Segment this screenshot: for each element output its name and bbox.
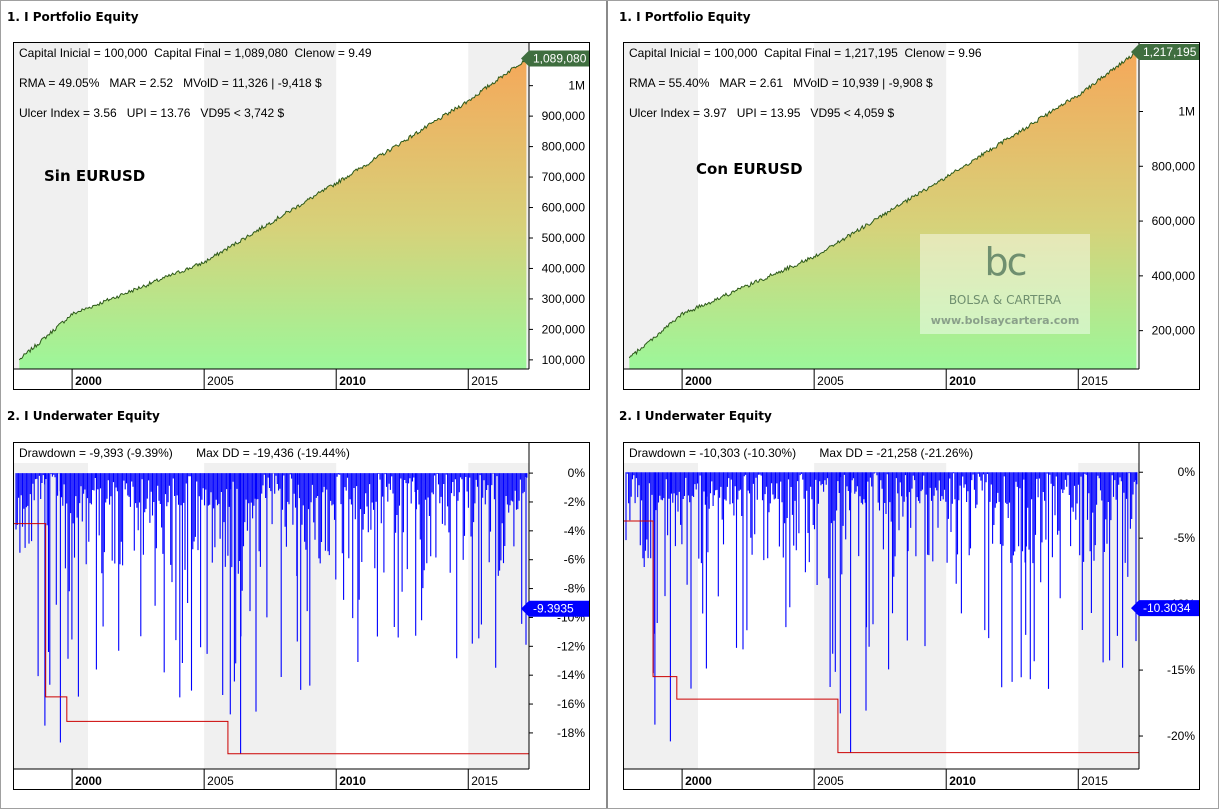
x-tick-label: 2005 bbox=[207, 774, 234, 788]
y-tick-label: 500,000 bbox=[542, 231, 586, 245]
underwater-plot-area[interactable]: 20002005201020150%-5%-10%-15%-20%-10.303… bbox=[623, 442, 1200, 790]
y-tick-label: 700,000 bbox=[542, 170, 586, 184]
svg-text:-10.3034: -10.3034 bbox=[1143, 601, 1191, 615]
svg-text:-9.3935: -9.3935 bbox=[533, 602, 574, 616]
y-tick-label: 800,000 bbox=[542, 140, 586, 154]
equity-area bbox=[629, 52, 1137, 369]
stats-line-1: Capital Inicial = 100,000 Capital Final … bbox=[19, 46, 372, 60]
year-band bbox=[624, 463, 698, 769]
y-tick-label: 1M bbox=[568, 79, 585, 93]
x-tick-label: 2005 bbox=[207, 374, 234, 388]
x-tick-label: 2000 bbox=[685, 374, 712, 388]
x-tick-label: 2015 bbox=[471, 774, 498, 788]
underwater-chart: 2000 2005 2010 20150%-2%-4%-6%-8%-10%-12%-1… bbox=[14, 443, 589, 789]
equity-plot-area[interactable]: 2000 2005 2010 2015 100,000 200,000 300,000 400… bbox=[13, 42, 590, 390]
y-tick-label: -14% bbox=[557, 668, 585, 682]
y-tick-label: -2% bbox=[564, 495, 586, 509]
y-tick-label: -8% bbox=[564, 582, 586, 596]
last-value-badge: 1,089,080 bbox=[521, 50, 589, 67]
equity-area bbox=[19, 58, 527, 369]
y-tick-label: -15% bbox=[1167, 663, 1195, 677]
y-tick-label: 200,000 bbox=[1152, 324, 1196, 338]
x-tick-label: 2005 bbox=[817, 374, 844, 388]
panel-divider bbox=[606, 0, 608, 809]
y-tick-label: 600,000 bbox=[542, 201, 586, 215]
x-tick-label: 2010 bbox=[949, 374, 976, 388]
left-panel: 1. I Portfolio Equity 2000 2005 2010 2015 10… bbox=[0, 0, 607, 809]
equity-pane-title: 1. I Portfolio Equity bbox=[619, 10, 751, 24]
max-dd-line bbox=[624, 520, 1139, 754]
equity-chart: 2000 2005 2010 2015 200,000 400,000 600,000 800… bbox=[624, 43, 1199, 389]
y-tick-label: -5% bbox=[1174, 531, 1196, 545]
y-tick-label: 1M bbox=[1178, 104, 1195, 118]
drawdown-bars bbox=[15, 473, 528, 754]
y-tick-label: 300,000 bbox=[542, 292, 586, 306]
x-tick-label: 2015 bbox=[471, 374, 498, 388]
y-tick-label: -6% bbox=[564, 553, 586, 567]
last-value-badge: 1,217,195 bbox=[1131, 43, 1199, 60]
y-tick-label: -20% bbox=[1167, 729, 1195, 743]
equity-chart: 2000 2005 2010 2015 100,000 200,000 300,000 400… bbox=[14, 43, 589, 389]
stats-line-3: Ulcer Index = 3.56 UPI = 13.76 VD95 < 3,… bbox=[19, 106, 285, 120]
stats-line-3: Ulcer Index = 3.97 UPI = 13.95 VD95 < 4,… bbox=[629, 106, 895, 120]
equity-pane-title: 1. I Portfolio Equity bbox=[7, 10, 139, 24]
y-tick-label: 0% bbox=[568, 466, 586, 480]
equity-line bbox=[628, 51, 1137, 359]
x-tick-label: 2015 bbox=[1081, 374, 1108, 388]
watermark-url: www.bolsaycartera.com bbox=[930, 314, 1080, 327]
watermark-name: BOLSA & CARTERA bbox=[948, 293, 1062, 307]
svg-text:1,217,195: 1,217,195 bbox=[1143, 45, 1197, 59]
last-value-badge: -10.3034 bbox=[1131, 600, 1199, 617]
drawdown-bars bbox=[625, 472, 1138, 753]
drawdown-stats: Drawdown = -10,303 (-10.30%) Max DD = -2… bbox=[629, 446, 974, 460]
y-tick-label: 400,000 bbox=[542, 261, 586, 275]
x-tick-label: 2000 bbox=[75, 774, 102, 788]
y-tick-label: -16% bbox=[557, 697, 585, 711]
x-tick-label: 2000 bbox=[75, 374, 102, 388]
x-tick-label: 2010 bbox=[949, 774, 976, 788]
y-tick-label: 200,000 bbox=[542, 322, 586, 336]
watermark-logo: bc bbox=[984, 240, 1027, 284]
overlay-label: Con EURUSD bbox=[696, 160, 803, 178]
y-tick-label: 0% bbox=[1178, 465, 1196, 479]
x-tick-label: 2010 bbox=[339, 374, 366, 388]
year-band bbox=[814, 463, 947, 769]
underwater-pane-title: 2. I Underwater Equity bbox=[7, 409, 160, 423]
y-tick-label: 600,000 bbox=[1152, 214, 1196, 228]
underwater-pane-title: 2. I Underwater Equity bbox=[619, 409, 772, 423]
svg-text:1,089,080: 1,089,080 bbox=[533, 52, 587, 66]
max-dd-line bbox=[14, 523, 529, 755]
right-panel: 1. I Portfolio Equity 2000 2005 2010 2015 20… bbox=[610, 0, 1219, 809]
x-tick-label: 2005 bbox=[817, 774, 844, 788]
y-tick-label: -4% bbox=[564, 524, 586, 538]
x-tick-label: 2000 bbox=[685, 774, 712, 788]
y-tick-label: 800,000 bbox=[1152, 159, 1196, 173]
y-tick-label: 900,000 bbox=[542, 109, 586, 123]
stats-line-1: Capital Inicial = 100,000 Capital Final … bbox=[629, 46, 982, 60]
watermark: bc BOLSA & CARTERA www.bolsaycartera.com bbox=[920, 234, 1090, 334]
y-tick-label: -12% bbox=[557, 639, 585, 653]
equity-plot-area[interactable]: 2000 2005 2010 2015 200,000 400,000 600,000 800… bbox=[623, 42, 1200, 390]
last-value-badge: -9.3935 bbox=[521, 600, 589, 617]
overlay-label: Sin EURUSD bbox=[44, 167, 146, 185]
drawdown-stats: Drawdown = -9,393 (-9.39%) Max DD = -19,… bbox=[19, 446, 350, 460]
year-band bbox=[14, 463, 88, 769]
equity-line bbox=[18, 58, 527, 361]
stats-line-2: RMA = 55.40% MAR = 2.61 MVolD = 10,939 |… bbox=[629, 76, 933, 90]
y-tick-label: 400,000 bbox=[1152, 269, 1196, 283]
y-tick-label: -18% bbox=[557, 726, 585, 740]
y-tick-label: 100,000 bbox=[542, 353, 586, 367]
x-tick-label: 2015 bbox=[1081, 774, 1108, 788]
underwater-plot-area[interactable]: 2000 2005 2010 2015 0% -2% -4% -6% -8% -10% -12% -1… bbox=[13, 442, 590, 790]
year-band bbox=[1078, 463, 1139, 769]
stats-line-2: RMA = 49.05% MAR = 2.52 MVolD = 11,326 |… bbox=[19, 76, 322, 90]
x-tick-label: 2010 bbox=[339, 774, 366, 788]
underwater-chart: 20002005201020150%-5%-10%-15%-20%-10.303… bbox=[624, 443, 1199, 789]
